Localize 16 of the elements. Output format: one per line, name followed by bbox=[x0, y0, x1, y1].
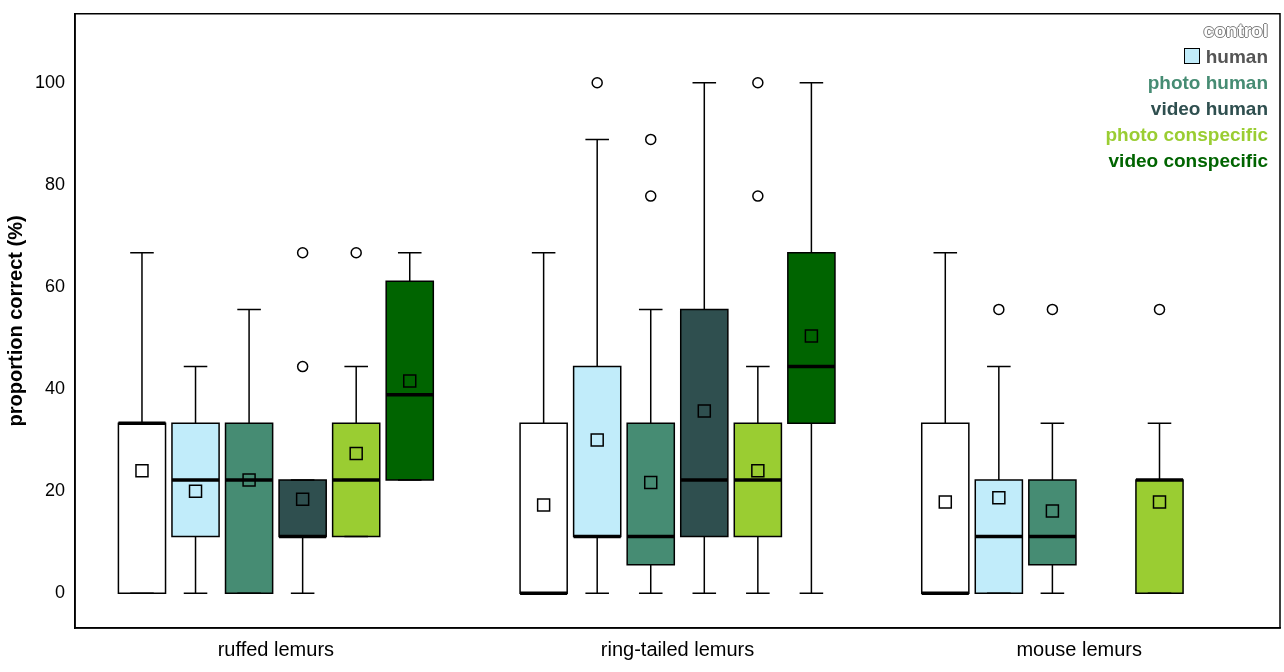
y-tick-label: 100 bbox=[34, 71, 66, 92]
y-tick-label: 60 bbox=[45, 275, 66, 296]
text: photo human bbox=[1147, 71, 1268, 93]
text: photo conspecific bbox=[1105, 123, 1268, 145]
y-tick-label: 80 bbox=[45, 173, 66, 194]
y-tick-label: 40 bbox=[45, 378, 66, 399]
x-tick-label: ring-tailed lemurs bbox=[600, 637, 755, 660]
y-axis-title: proportion correct (%) bbox=[3, 215, 26, 427]
x-tick-label: ruffed lemurs bbox=[217, 637, 335, 660]
text: video human bbox=[1150, 97, 1268, 119]
y-tick-label: 0 bbox=[55, 582, 66, 603]
y-tick-label: 20 bbox=[45, 480, 66, 501]
legend-label: human bbox=[1205, 45, 1268, 67]
text: control bbox=[1203, 19, 1268, 41]
x-tick-label: mouse lemurs bbox=[1016, 637, 1142, 660]
text: video conspecific bbox=[1108, 149, 1268, 171]
